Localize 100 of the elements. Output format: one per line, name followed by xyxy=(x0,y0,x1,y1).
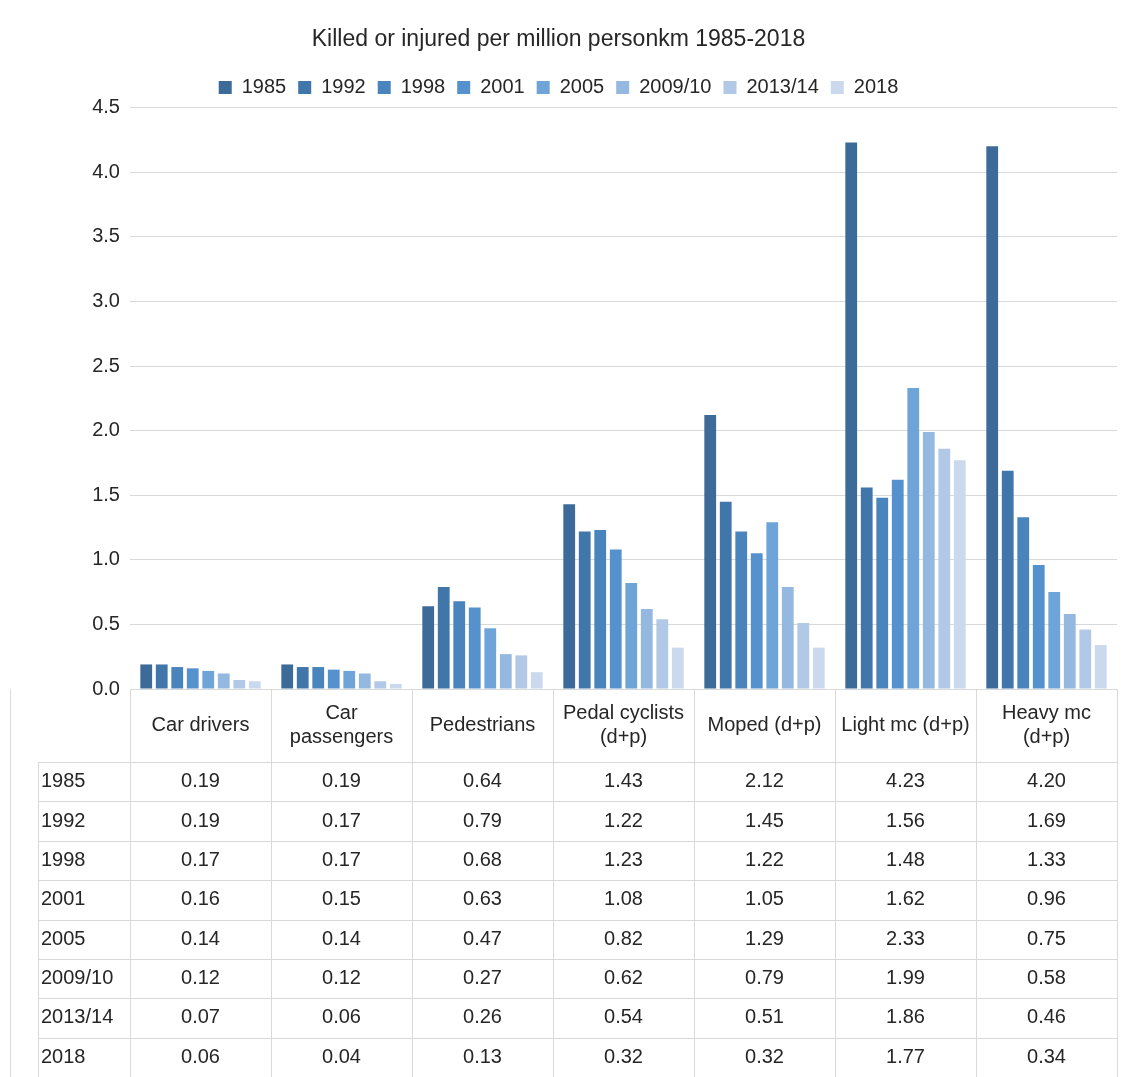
data-label: 1.08 xyxy=(604,887,643,910)
bar xyxy=(797,623,810,689)
bar xyxy=(640,608,653,689)
legend-label: 1998 xyxy=(400,75,446,98)
bar xyxy=(938,448,951,689)
data-label: 0.47 xyxy=(463,926,502,949)
bar xyxy=(1063,614,1076,689)
data-label: 1.69 xyxy=(1027,808,1066,831)
data-label: 2.33 xyxy=(886,926,925,949)
legend-label: 2013/14 xyxy=(746,75,819,98)
text: 2018 xyxy=(41,1044,86,1067)
data-label: 1.48 xyxy=(886,847,925,870)
bar xyxy=(1017,517,1030,689)
data-label: 0.19 xyxy=(181,769,220,792)
bar xyxy=(719,501,732,689)
data-label: 0.15 xyxy=(322,887,361,910)
y-tick-label: 3.5 xyxy=(92,224,120,247)
legend-label: 1992 xyxy=(321,75,366,98)
data-label: 1.22 xyxy=(604,808,643,831)
data-label: 0.79 xyxy=(463,808,502,831)
bar xyxy=(374,681,387,689)
bar xyxy=(922,431,935,689)
bar xyxy=(343,670,356,689)
x-tick-label: Moped (d+p) xyxy=(707,713,822,736)
y-tick-label: 0.0 xyxy=(92,676,120,699)
data-label: 0.27 xyxy=(463,966,502,989)
x-tick-label: Light mc (d+p) xyxy=(841,713,970,736)
bar xyxy=(766,522,779,689)
bar xyxy=(281,664,294,689)
bar xyxy=(563,504,576,689)
bar xyxy=(186,668,199,689)
bar xyxy=(202,670,215,689)
data-label: 0.17 xyxy=(322,808,361,831)
bar xyxy=(1048,592,1061,689)
data-label: 0.14 xyxy=(181,926,220,949)
data-label: 0.04 xyxy=(322,1044,361,1067)
data-label: 0.51 xyxy=(745,1005,784,1028)
data-label: 0.12 xyxy=(322,966,361,989)
data-label: 1.86 xyxy=(886,1005,925,1028)
bar xyxy=(389,683,402,689)
data-label: 0.19 xyxy=(181,808,220,831)
data-label: 0.54 xyxy=(604,1005,643,1028)
bar xyxy=(468,607,481,689)
data-label: 0.68 xyxy=(463,847,502,870)
bar xyxy=(296,667,309,689)
data-label: 0.13 xyxy=(463,1044,502,1067)
data-label: 0.62 xyxy=(604,966,643,989)
data-label: 4.20 xyxy=(1027,769,1066,792)
data-label: 0.82 xyxy=(604,926,643,949)
bar xyxy=(1094,645,1107,689)
bar xyxy=(704,415,717,689)
bar xyxy=(594,530,607,689)
data-label: 2.12 xyxy=(745,769,784,792)
data-label: 1.56 xyxy=(886,808,925,831)
bar xyxy=(907,387,920,689)
data-label: 0.79 xyxy=(745,966,784,989)
bar xyxy=(327,669,340,689)
y-tick-label: 2.5 xyxy=(92,353,120,376)
bar xyxy=(1001,470,1014,689)
y-tick-label: 4.5 xyxy=(92,95,120,118)
data-label: 0.26 xyxy=(463,1005,502,1028)
bar xyxy=(986,146,999,689)
x-tick-label: Car drivers xyxy=(151,713,250,736)
data-label: 0.32 xyxy=(604,1044,643,1067)
bar xyxy=(1032,564,1045,689)
bar xyxy=(312,667,325,689)
x-tick-label: Pedal cyclists (d+p) xyxy=(562,701,685,748)
x-tick-label: Pedestrians xyxy=(429,713,536,736)
data-label: 1.05 xyxy=(745,887,784,910)
text: 2001 xyxy=(41,887,86,910)
data-label: 0.17 xyxy=(322,847,361,870)
data-label: 0.06 xyxy=(181,1044,220,1067)
bar xyxy=(578,531,591,689)
bar xyxy=(876,497,889,689)
bar xyxy=(891,479,904,689)
bar xyxy=(422,606,435,689)
data-label: 0.12 xyxy=(181,966,220,989)
text: 1998 xyxy=(41,847,86,870)
y-tick-label: 1.5 xyxy=(92,482,120,505)
bar xyxy=(625,583,638,689)
bar xyxy=(530,672,543,689)
bar xyxy=(358,673,371,689)
bar xyxy=(453,601,466,689)
data-label: 0.58 xyxy=(1027,966,1066,989)
y-tick-label: 3.0 xyxy=(92,288,120,311)
data-label: 1.29 xyxy=(745,926,784,949)
data-label: 0.96 xyxy=(1027,887,1066,910)
data-label: 1.45 xyxy=(745,808,784,831)
legend-label: 2001 xyxy=(480,75,525,98)
bar xyxy=(484,628,497,689)
bar xyxy=(171,667,184,689)
data-label: 1.23 xyxy=(604,847,643,870)
bar xyxy=(233,679,246,689)
y-tick-label: 2.0 xyxy=(92,418,120,441)
y-tick-label: 1.0 xyxy=(92,547,120,570)
data-label: 1.99 xyxy=(886,966,925,989)
data-label: 0.64 xyxy=(463,769,502,792)
bar xyxy=(248,681,261,689)
data-label: 1.77 xyxy=(886,1044,925,1067)
legend-label: 2009/10 xyxy=(639,75,712,98)
